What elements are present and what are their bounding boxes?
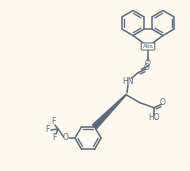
Text: Abs: Abs	[142, 44, 154, 49]
Text: O: O	[63, 134, 69, 142]
Text: O: O	[144, 63, 150, 72]
Text: F: F	[52, 133, 56, 141]
Text: O: O	[160, 98, 166, 107]
Text: F: F	[45, 126, 49, 135]
Text: HO: HO	[148, 113, 160, 122]
Text: O: O	[145, 59, 151, 68]
FancyBboxPatch shape	[141, 43, 155, 50]
Text: F: F	[51, 117, 55, 127]
Text: HN: HN	[122, 77, 134, 86]
Polygon shape	[93, 95, 126, 129]
